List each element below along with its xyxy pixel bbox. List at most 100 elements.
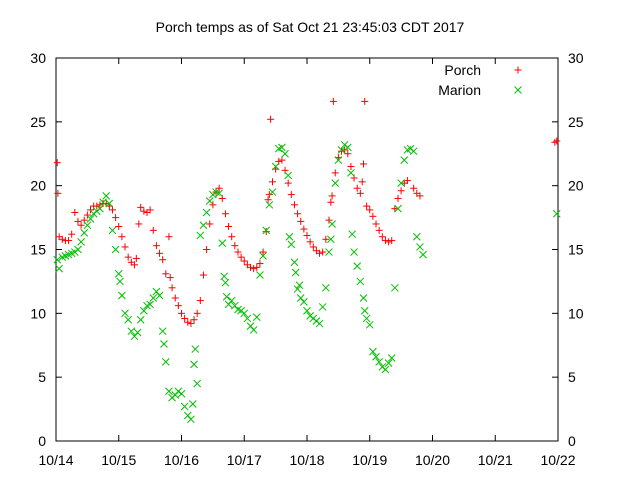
point-porch (162, 270, 170, 278)
axis-tick-labels: 0 0 5 5 10 10 15 15 20 20 25 25 30 30 10/14 10/15 10/16 1… (30, 50, 583, 468)
point-porch (267, 115, 275, 123)
point-marion (240, 309, 249, 318)
point-marion (252, 313, 261, 322)
point-marion (114, 269, 123, 278)
point-porch (165, 233, 173, 241)
point-marion (243, 314, 252, 323)
y-tick-label-left: 5 (38, 369, 46, 385)
point-marion (55, 264, 63, 273)
point-porch (256, 260, 264, 268)
point-marion (99, 198, 107, 207)
point-porch (381, 237, 389, 245)
y-tick-label-right: 30 (568, 50, 584, 66)
point-porch (112, 214, 120, 222)
y-tick-label-left: 0 (38, 433, 46, 449)
point-porch (394, 194, 402, 202)
point-porch (221, 210, 229, 218)
point-porch (199, 271, 207, 279)
point-marion (552, 209, 561, 218)
point-marion (139, 306, 148, 315)
point-porch (353, 184, 361, 192)
point-marion (77, 237, 85, 246)
point-marion (343, 143, 352, 152)
point-marion (196, 231, 205, 240)
x-tick-label: 10/19 (352, 452, 387, 468)
point-porch (171, 294, 179, 302)
point-marion (278, 143, 286, 152)
legend-label-porch: Porch (444, 62, 481, 78)
point-porch (358, 178, 366, 186)
point-porch (54, 189, 62, 197)
point-marion (326, 235, 335, 244)
point-marion (74, 245, 82, 254)
y-tick-label-left: 30 (30, 50, 46, 66)
point-porch (156, 249, 164, 257)
point-porch (327, 198, 335, 206)
point-marion (80, 229, 89, 237)
x-tick-label: 10/15 (101, 452, 136, 468)
point-porch (416, 192, 424, 200)
point-marion (146, 300, 154, 309)
point-marion (111, 245, 120, 254)
point-porch (250, 265, 258, 273)
point-porch (264, 196, 272, 204)
x-tick-label: 10/17 (227, 452, 262, 468)
point-marion (394, 204, 402, 213)
point-porch (329, 97, 337, 105)
point-porch (65, 237, 73, 245)
point-porch (231, 242, 239, 250)
point-marion (365, 320, 374, 329)
y-tick-label-right: 10 (568, 305, 584, 321)
y-tick-label-left: 25 (30, 114, 46, 130)
point-marion (116, 277, 124, 286)
point-porch (397, 187, 405, 195)
axis-ticks (55, 57, 559, 442)
point-porch (259, 248, 267, 256)
point-porch (240, 257, 248, 265)
point-marion (136, 315, 145, 324)
y-tick-label-right: 5 (568, 369, 576, 385)
point-porch (193, 309, 201, 317)
point-marion (397, 179, 405, 187)
legend: Porch Marion (438, 62, 522, 98)
point-marion (180, 402, 189, 411)
point-porch (130, 261, 138, 269)
point-porch (290, 201, 298, 209)
point-marion (118, 291, 126, 300)
point-marion (124, 315, 133, 324)
series-porch (53, 97, 561, 328)
point-marion (221, 278, 230, 287)
point-marion (318, 303, 327, 311)
point-porch (268, 178, 276, 186)
point-marion (356, 277, 365, 286)
point-marion (284, 171, 293, 180)
point-marion (331, 179, 340, 187)
point-marion (105, 199, 114, 208)
point-marion (295, 281, 304, 290)
point-marion (350, 248, 358, 256)
point-marion (127, 327, 136, 336)
point-porch (553, 137, 561, 145)
point-marion (271, 162, 280, 171)
point-marion (177, 389, 186, 398)
point-marion (199, 221, 208, 230)
point-porch (234, 248, 242, 256)
point-marion (268, 188, 277, 196)
point-marion (400, 156, 409, 164)
point-porch (174, 302, 182, 310)
data-points (53, 97, 561, 424)
point-marion (121, 309, 129, 318)
point-porch (306, 238, 314, 246)
y-tick-label-right: 20 (568, 178, 584, 194)
y-tick-label-left: 20 (30, 178, 46, 194)
point-marion (86, 215, 95, 223)
point-marion (188, 400, 197, 408)
y-tick-label-right: 0 (568, 433, 576, 449)
point-marion (227, 296, 236, 305)
point-marion (381, 365, 390, 374)
point-marion (375, 357, 384, 366)
point-marion (348, 230, 357, 239)
point-marion (419, 250, 427, 259)
point-marion (384, 359, 393, 367)
